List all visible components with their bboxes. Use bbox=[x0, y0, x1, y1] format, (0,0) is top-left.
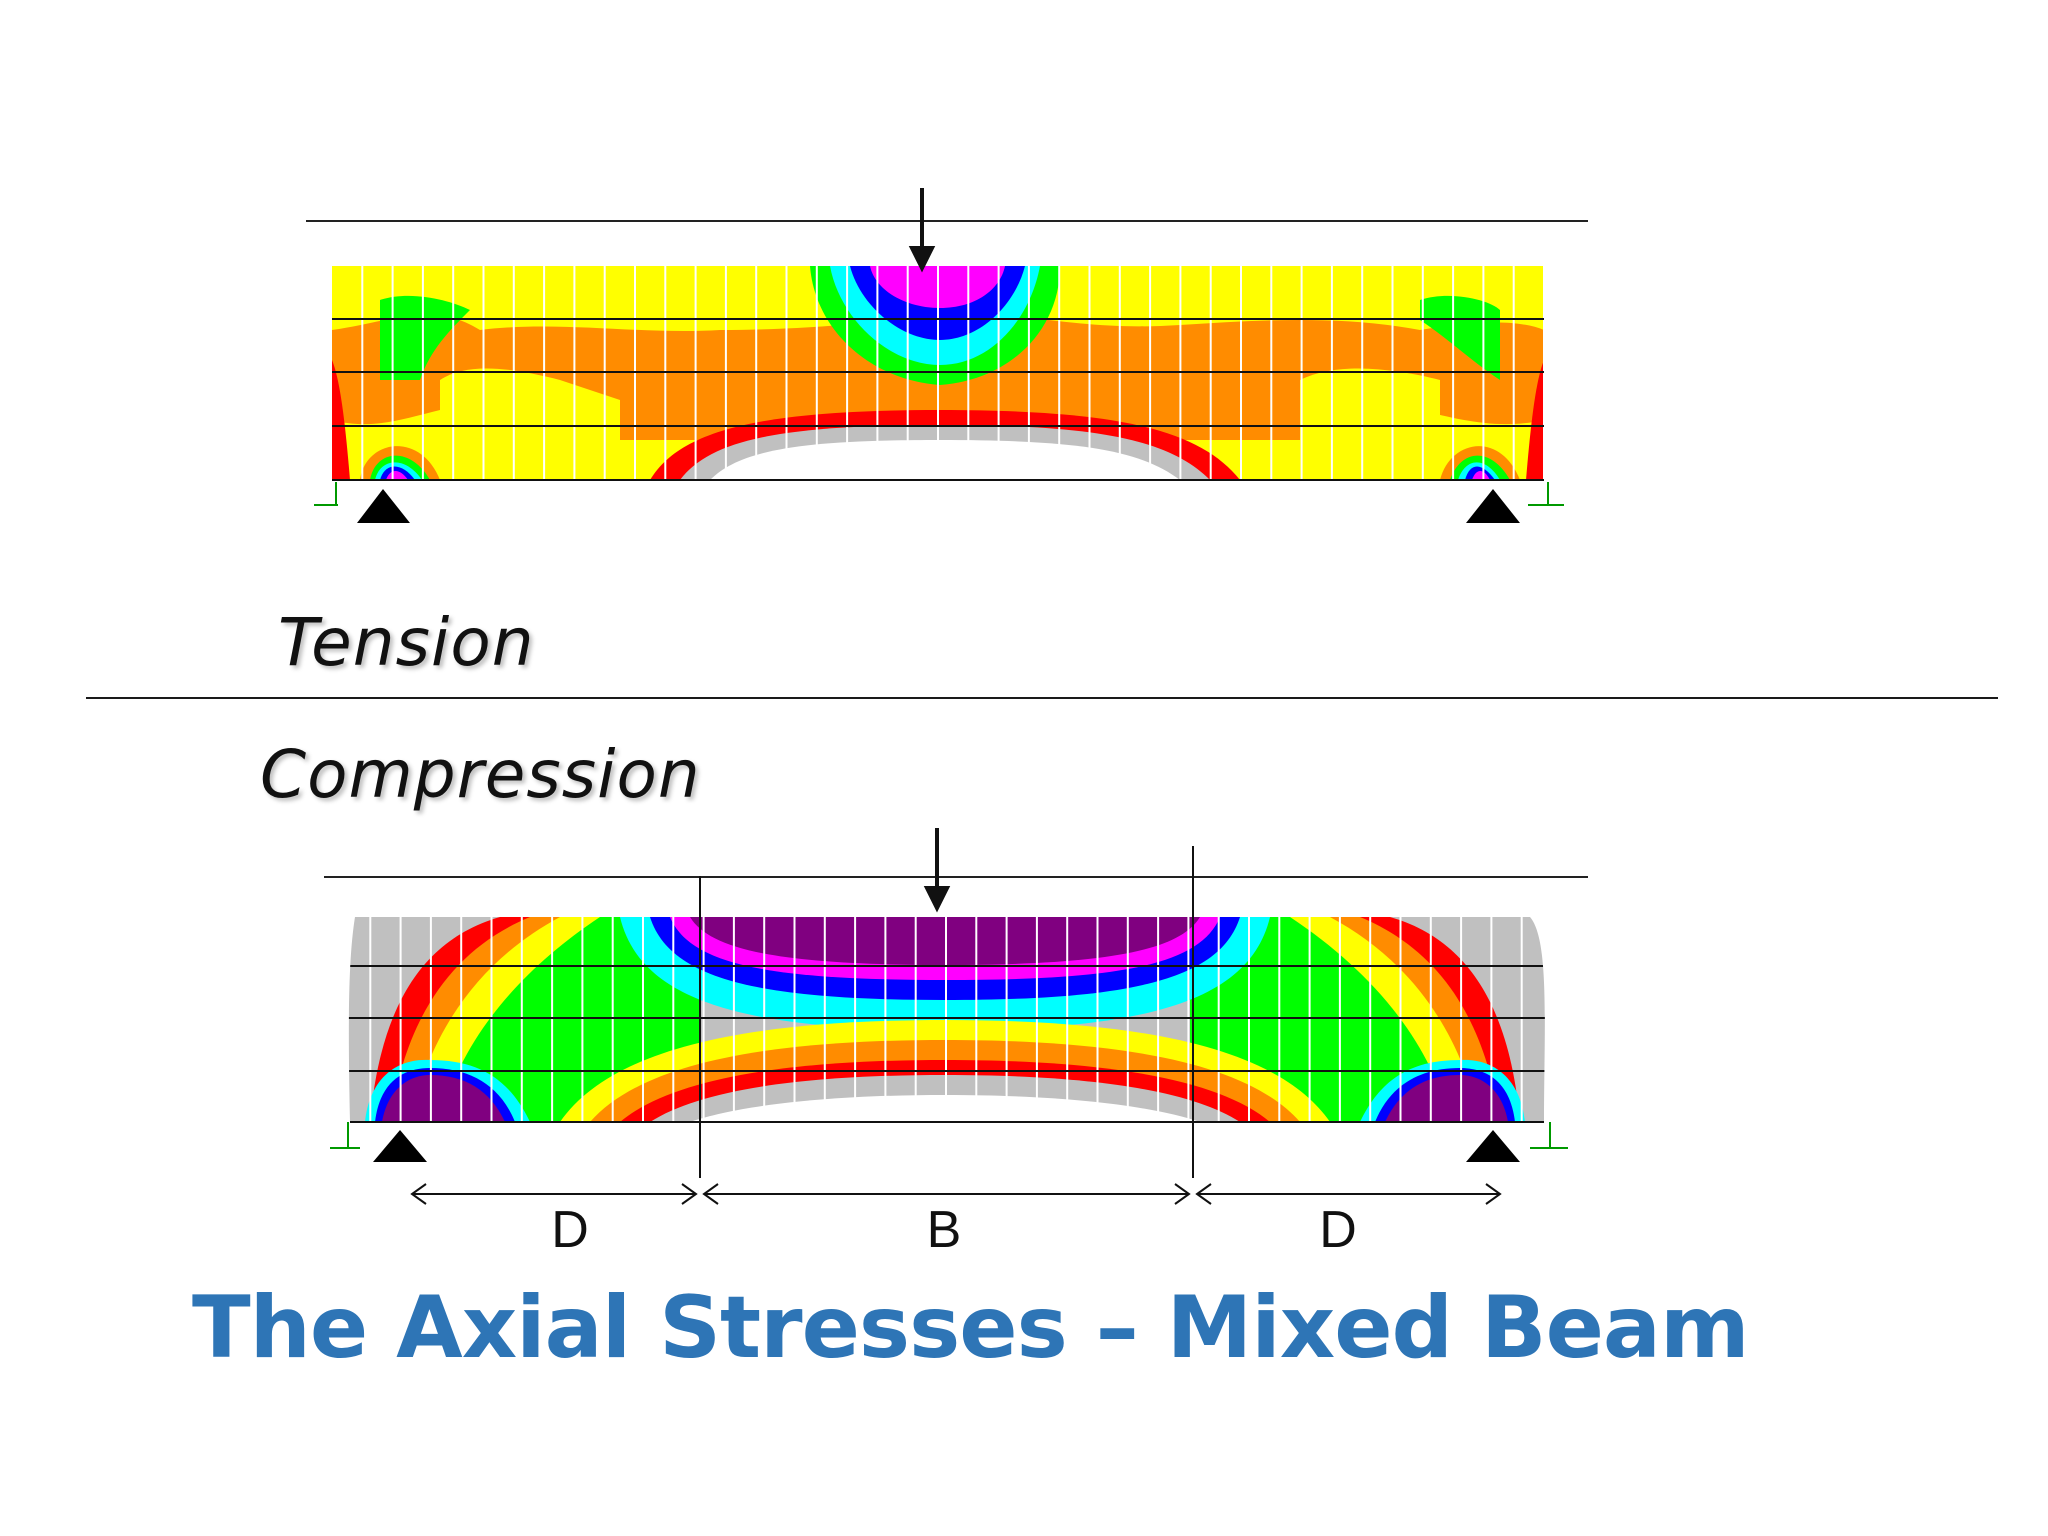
span-label-middle: B bbox=[926, 1201, 962, 1259]
stress-contour-bottom bbox=[348, 917, 1545, 1122]
section-divider bbox=[86, 697, 1998, 699]
right-support-icon bbox=[1466, 489, 1520, 523]
slide-title: The Axial Stresses – Mixed Beam bbox=[192, 1278, 1750, 1378]
load-arrow-bottom bbox=[923, 828, 951, 913]
span-label-right: D bbox=[1319, 1201, 1357, 1259]
left-support-bulb bbox=[365, 1059, 530, 1122]
dimension-arrows bbox=[410, 1183, 1502, 1205]
left-support-icon-bottom bbox=[373, 1130, 427, 1162]
right-support-hotspot bbox=[1440, 446, 1520, 480]
stress-contour-top bbox=[332, 266, 1544, 480]
compression-beam-diagram bbox=[324, 828, 1588, 1205]
right-support-icon-bottom bbox=[1466, 1130, 1520, 1162]
left-support-hotspot bbox=[360, 446, 440, 480]
tension-label: Tension bbox=[278, 604, 535, 681]
left-support-icon bbox=[357, 489, 410, 523]
load-arrow-top bbox=[908, 188, 936, 273]
compression-label: Compression bbox=[260, 736, 701, 813]
tension-beam-diagram bbox=[306, 188, 1588, 523]
span-label-left: D bbox=[551, 1201, 589, 1259]
